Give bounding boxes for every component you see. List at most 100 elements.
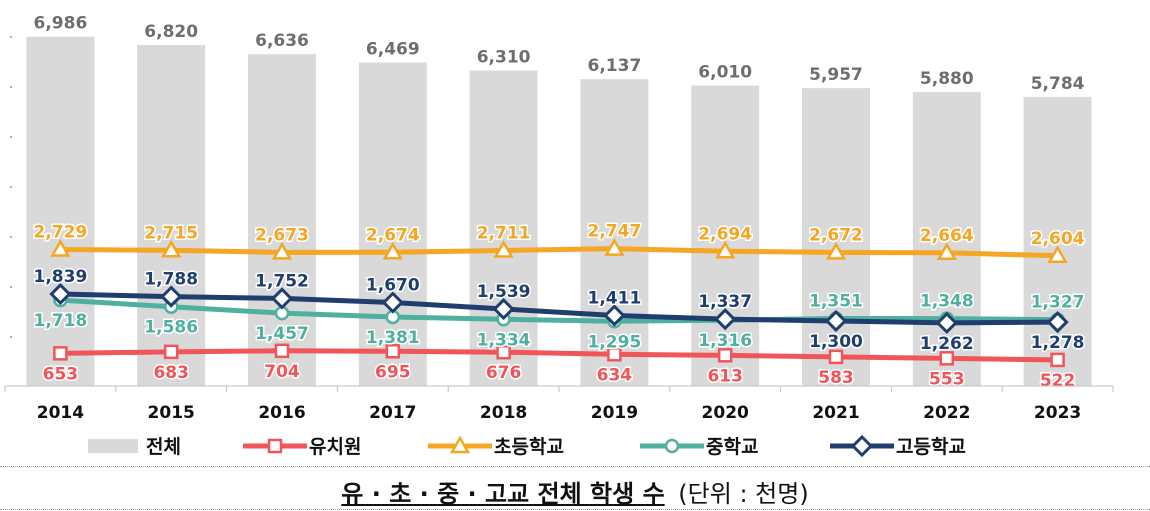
series-point-label: 2,747 [588, 222, 642, 242]
marker-triangle [936, 242, 957, 261]
y-tick-mark [10, 236, 12, 238]
marker-circle [664, 438, 680, 454]
caption-title: 유 · 초 · 중 · 고교 전체 학생 수 [341, 480, 665, 508]
marker-triangle [161, 239, 182, 258]
series-point-label: 676 [486, 363, 522, 383]
y-tick-mark [10, 336, 12, 338]
x-tick-label: 2015 [148, 403, 195, 423]
bar-total [802, 88, 870, 387]
caption-bottom-rule [0, 509, 1150, 510]
legend-label: 초등학교 [494, 436, 564, 458]
marker-diamond [492, 297, 515, 321]
series-point-labels: 653 683 704 695 676 634 613 583 553 522 2,729 2,715… [32, 220, 1086, 392]
series-point-label: 2,694 [698, 224, 752, 244]
marker-diamond [381, 291, 404, 314]
y-tick-mark [10, 136, 12, 138]
bar-total [358, 62, 427, 387]
series-point-label: 1,300 [809, 332, 863, 352]
marker-square [385, 344, 401, 359]
series-point-label: 1,718 [34, 311, 88, 331]
series-point-label: 2,604 [1031, 229, 1085, 249]
bar-total-label: 6,986 [34, 14, 88, 34]
bar-total [469, 70, 538, 386]
bar-total-label: 6,469 [366, 40, 420, 60]
marker-triangle [715, 240, 736, 259]
marker-triangle [382, 241, 403, 260]
series-line [57, 348, 1061, 363]
total-bar-labels: 6,986 6,820 6,636 6,469 6,310 6,137 6,010 5,957… [34, 14, 1085, 94]
bar-total [580, 79, 649, 387]
marker-square [828, 349, 844, 365]
series-point-label: 583 [818, 368, 854, 388]
series-point-label: 1,457 [255, 324, 309, 344]
y-tick-mark [10, 86, 12, 88]
y-axis-tick-marks [10, 36, 12, 338]
bar-total [691, 85, 760, 386]
caption-top-rule [0, 466, 1150, 467]
series-line [57, 297, 1061, 324]
series-point-label: 653 [43, 364, 79, 384]
student-count-chart: 6,986 6,820 6,636 6,469 6,310 6,137 6,010 5,957… [4, 14, 1114, 458]
legend-label: 중학교 [706, 436, 758, 458]
marker-square [267, 438, 283, 454]
series-line [57, 291, 1061, 326]
series-point-label: 1,539 [477, 282, 531, 302]
marker-triangle [271, 241, 293, 260]
series-point-label: 695 [375, 362, 411, 382]
series-line [57, 246, 1061, 259]
marker-diamond [935, 311, 958, 335]
series-point-label: 1,670 [366, 276, 420, 296]
bar-total-label: 6,310 [477, 48, 531, 68]
series-point-label: 1,839 [34, 267, 88, 287]
y-tick-mark [10, 36, 12, 38]
series-point-label: 1,752 [255, 271, 309, 291]
bar-total [137, 45, 206, 386]
marker-square [717, 348, 733, 363]
bar-total-label: 5,784 [1031, 74, 1085, 94]
x-tick-label: 2016 [258, 403, 305, 423]
series-point-label: 2,711 [477, 223, 531, 243]
series-point-label: 2,715 [144, 223, 198, 243]
marker-triangle [493, 239, 514, 258]
series-point-label: 2,673 [255, 225, 309, 245]
series-lines [57, 246, 1061, 363]
series-point-label: 613 [707, 366, 743, 386]
marker-diamond [1046, 310, 1069, 334]
bar-total-label: 6,010 [698, 63, 752, 83]
marker-diamond [270, 287, 294, 310]
bar-total [1023, 96, 1092, 387]
marker-diamond [160, 285, 183, 308]
series-point-label: 704 [264, 362, 300, 382]
bar-total [248, 54, 316, 386]
legend: 전체 유치원 초등학교 중학교 고등학교 [88, 434, 966, 458]
series-point-label: 1,788 [144, 270, 198, 290]
series-point-label: 1,278 [1031, 333, 1085, 353]
series-point-label: 1,351 [809, 291, 863, 311]
legend-label-total: 전체 [146, 436, 181, 458]
marker-triangle [449, 435, 471, 454]
bar-total [26, 36, 95, 386]
marker-triangle [50, 239, 71, 257]
bar-total-label: 6,636 [255, 31, 309, 51]
bar-total-label: 6,820 [144, 22, 198, 42]
marker-square [163, 344, 179, 360]
legend-label: 고등학교 [896, 436, 966, 458]
bar-total-label: 5,957 [809, 65, 863, 85]
marker-diamond [824, 309, 848, 333]
series-point-label: 1,295 [588, 332, 642, 352]
marker-square [53, 346, 68, 361]
series-point-label: 1,262 [920, 334, 974, 354]
series-point-label: 1,381 [366, 328, 420, 348]
x-tick-label: 2022 [923, 403, 970, 423]
marker-square [607, 347, 622, 362]
marker-square [1050, 352, 1065, 368]
x-tick-label: 2017 [369, 403, 416, 423]
x-tick-label: 2020 [702, 403, 749, 423]
series-point-label: 2,729 [34, 223, 88, 243]
series-markers [49, 238, 1069, 368]
marker-square [496, 344, 511, 360]
marker-triangle [1047, 245, 1068, 264]
series-point-label: 683 [153, 363, 189, 383]
marker-square [939, 351, 955, 366]
chart-caption: 유 · 초 · 중 · 고교 전체 학생 수 (단위 : 천명) [0, 474, 1150, 509]
